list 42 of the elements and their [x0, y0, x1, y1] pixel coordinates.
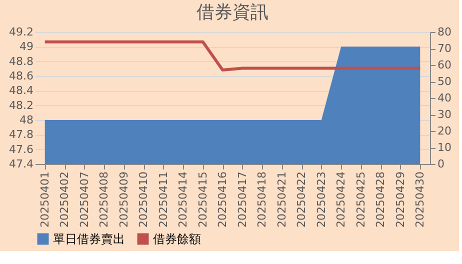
y2-tick-label: 80: [438, 26, 452, 38]
x-tick-label: 20250421: [275, 172, 288, 228]
x-tick-label: 20250429: [394, 172, 407, 228]
x-tick-label: 20250401: [38, 172, 52, 228]
y-tick-label: 48.8: [9, 54, 34, 68]
x-tick-label: 20250424: [334, 172, 348, 228]
x-tick-label: 20250416: [216, 172, 230, 228]
y2-tick-label: 20: [438, 124, 452, 138]
x-tick-label: 20250430: [414, 172, 427, 228]
y2-tick-label: 0: [438, 158, 444, 170]
y-tick-label: 47.6: [9, 142, 34, 156]
y-tick-label: 48.6: [9, 70, 34, 82]
y-tick-label: 48.4: [9, 84, 34, 98]
y2-tick-label: 30: [438, 108, 452, 121]
x-tick-label: 20250409: [117, 172, 130, 228]
x-tick-label: 20250410: [137, 172, 150, 228]
y-tick-label: 49.2: [9, 26, 34, 38]
x-tick-label: 20250425: [354, 172, 368, 228]
y-tick-label: 48.2: [9, 98, 34, 112]
y2-tick-label: 10: [438, 141, 452, 154]
x-tick-label: 20250418: [256, 172, 269, 228]
chart-title: 借券資訊: [196, 2, 268, 23]
y-tick-label: 47.8: [9, 128, 34, 142]
x-tick-label: 20250408: [98, 172, 111, 228]
x-tick-label: 20250415: [196, 172, 210, 228]
y-tick-label: 48: [20, 114, 34, 126]
x-tick-label: 20250407: [78, 172, 91, 228]
x-tick-label: 20250402: [58, 172, 72, 228]
y2-tick-label: 70: [438, 42, 452, 55]
y-tick-label: 49: [20, 40, 34, 54]
y2-tick-label: 40: [438, 92, 452, 104]
legend-label: 單日借券賣出: [53, 232, 125, 246]
legend-label: 借券餘額: [153, 232, 201, 246]
x-tick-label: 20250423: [314, 172, 328, 228]
x-tick-label: 20250417: [236, 172, 249, 228]
x-tick-label: 20250414: [176, 172, 190, 228]
x-tick-label: 20250422: [295, 172, 308, 228]
x-tick-label: 20250411: [156, 172, 170, 228]
y2-tick-label: 50: [438, 75, 452, 88]
x-tick-label: 20250428: [374, 172, 388, 228]
y2-tick-label: 60: [438, 58, 452, 72]
y-tick-label: 47.4: [9, 158, 34, 170]
